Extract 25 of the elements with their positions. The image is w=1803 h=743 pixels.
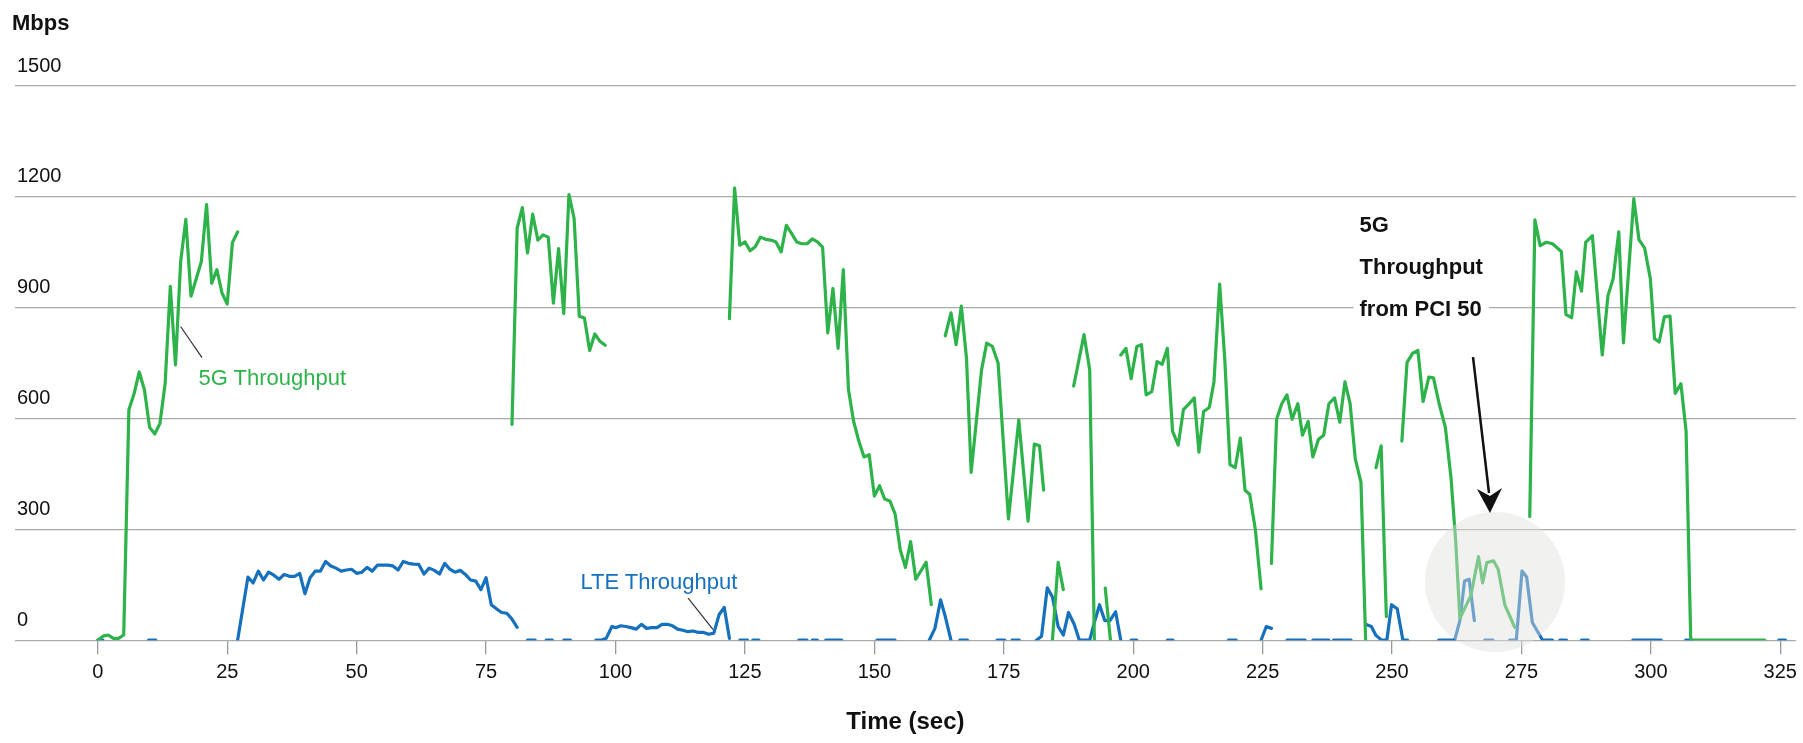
x-tick-label: 125 (728, 659, 762, 682)
series-label: LTE Throughput (580, 568, 738, 594)
x-tick-label: 100 (598, 659, 633, 682)
x-tick-label: 300 (1634, 659, 1668, 682)
x-tick-label: 275 (1504, 659, 1539, 682)
y-tick-label: 0 (17, 607, 29, 630)
y-tick-label: 300 (17, 496, 51, 519)
y-tick-label: 900 (17, 275, 51, 298)
x-tick-label: 50 (345, 659, 368, 682)
x-tick-label: 0 (92, 659, 104, 682)
annotation: 5G Throughput from PCI 50 (1359, 211, 1484, 321)
series-label: 5G Throughput (198, 365, 347, 391)
x-tick-label: 200 (1116, 659, 1150, 682)
y-tick-label: 1500 (17, 53, 62, 76)
y-tick-label: 600 (17, 386, 51, 409)
x-axis-title: Time (sec) (846, 707, 965, 735)
x-tick-label: 75 (474, 659, 498, 682)
x-tick-label: 250 (1375, 659, 1409, 682)
x-tick-label: 175 (987, 659, 1021, 682)
x-tick-label: 325 (1763, 659, 1797, 682)
x-tick-label: 225 (1245, 659, 1280, 682)
y-axis-title: Mbps (12, 10, 70, 35)
x-tick-label: 150 (857, 659, 892, 682)
x-tick-label: 25 (216, 659, 239, 682)
y-tick-label: 1200 (17, 164, 62, 187)
